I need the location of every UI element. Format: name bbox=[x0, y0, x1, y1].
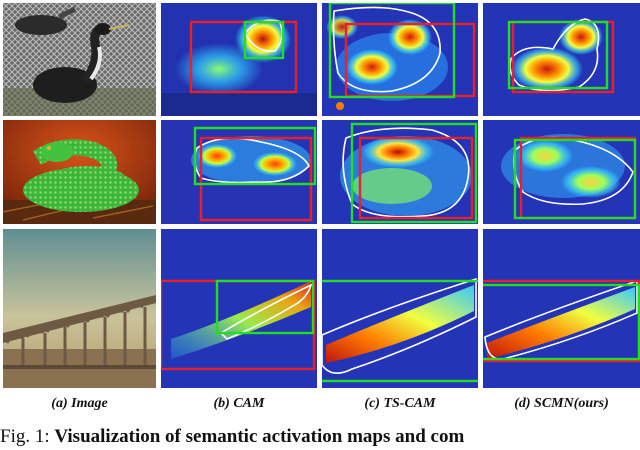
column-label-image: (a) Image bbox=[51, 396, 108, 411]
figure-caption: Fig. 1: Visualization of semantic activa… bbox=[0, 424, 640, 450]
caption-bold-text: Visualization of semantic activation map… bbox=[54, 426, 465, 447]
column-label-scmn: (d) SCMN(ours) bbox=[514, 396, 609, 411]
column-label-cam: (b) CAM bbox=[213, 396, 265, 411]
tscam-map-bridge bbox=[322, 229, 478, 388]
image-grebe bbox=[3, 3, 156, 116]
image-snake bbox=[3, 120, 156, 224]
cam-map-snake bbox=[161, 120, 317, 224]
column-label-tscam: (c) TS-CAM bbox=[364, 396, 436, 411]
cam-map-grebe bbox=[161, 3, 317, 116]
figure-grid bbox=[3, 3, 640, 388]
scmn-map-grebe bbox=[483, 3, 640, 116]
cam-map-bridge bbox=[161, 229, 317, 388]
tscam-map-snake bbox=[322, 120, 478, 224]
image-bridge bbox=[3, 229, 156, 388]
caption-prefix: Fig. 1: bbox=[0, 426, 50, 447]
scmn-map-snake bbox=[483, 120, 640, 224]
scmn-map-bridge bbox=[483, 229, 640, 388]
tscam-map-grebe bbox=[322, 3, 478, 116]
